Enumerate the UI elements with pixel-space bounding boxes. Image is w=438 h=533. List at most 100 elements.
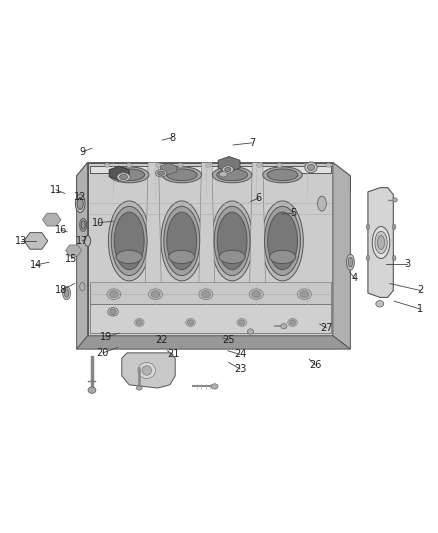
Ellipse shape xyxy=(108,201,150,281)
Polygon shape xyxy=(160,163,177,175)
Ellipse shape xyxy=(111,206,147,276)
Polygon shape xyxy=(90,282,331,304)
Text: 23: 23 xyxy=(234,364,246,374)
Ellipse shape xyxy=(392,255,396,261)
Ellipse shape xyxy=(108,308,118,316)
Text: 13: 13 xyxy=(15,236,27,246)
Ellipse shape xyxy=(105,163,110,167)
Ellipse shape xyxy=(211,384,218,389)
Ellipse shape xyxy=(257,163,262,167)
Ellipse shape xyxy=(211,201,253,281)
Ellipse shape xyxy=(80,282,85,291)
Text: 16: 16 xyxy=(55,225,67,235)
Ellipse shape xyxy=(375,231,387,254)
Ellipse shape xyxy=(297,289,311,300)
Polygon shape xyxy=(42,213,61,226)
Ellipse shape xyxy=(326,163,331,167)
Polygon shape xyxy=(218,157,240,172)
Ellipse shape xyxy=(249,289,263,300)
Ellipse shape xyxy=(151,291,160,297)
Text: 22: 22 xyxy=(155,335,167,345)
Ellipse shape xyxy=(64,289,69,297)
Text: 10: 10 xyxy=(92,218,105,228)
Text: 21: 21 xyxy=(167,350,179,359)
Ellipse shape xyxy=(88,387,96,393)
Ellipse shape xyxy=(348,257,353,267)
Ellipse shape xyxy=(134,318,144,326)
Ellipse shape xyxy=(81,221,85,229)
Ellipse shape xyxy=(212,167,252,183)
Ellipse shape xyxy=(186,318,195,326)
Ellipse shape xyxy=(201,291,210,297)
Ellipse shape xyxy=(187,320,194,325)
Text: 5: 5 xyxy=(290,208,297,218)
Polygon shape xyxy=(122,353,175,388)
Polygon shape xyxy=(24,232,48,249)
Ellipse shape xyxy=(219,172,227,177)
Ellipse shape xyxy=(346,254,354,270)
Ellipse shape xyxy=(136,320,142,325)
Ellipse shape xyxy=(393,198,397,202)
Ellipse shape xyxy=(136,386,142,390)
Ellipse shape xyxy=(114,169,145,181)
Ellipse shape xyxy=(110,167,149,183)
Text: 12: 12 xyxy=(74,192,86,202)
Ellipse shape xyxy=(265,206,300,276)
Polygon shape xyxy=(90,166,331,173)
Ellipse shape xyxy=(158,171,165,175)
Polygon shape xyxy=(77,163,88,349)
Polygon shape xyxy=(145,163,161,282)
Text: 20: 20 xyxy=(97,348,109,358)
Ellipse shape xyxy=(305,162,317,173)
Text: 6: 6 xyxy=(255,193,261,203)
Ellipse shape xyxy=(219,250,245,264)
Ellipse shape xyxy=(318,196,326,211)
Ellipse shape xyxy=(372,227,390,259)
Ellipse shape xyxy=(120,174,127,180)
Ellipse shape xyxy=(148,289,162,300)
Ellipse shape xyxy=(378,236,385,249)
Ellipse shape xyxy=(307,164,314,171)
Ellipse shape xyxy=(142,366,152,375)
Ellipse shape xyxy=(178,163,183,167)
Ellipse shape xyxy=(107,289,121,300)
Polygon shape xyxy=(199,163,215,282)
Ellipse shape xyxy=(77,198,83,209)
Ellipse shape xyxy=(32,235,40,248)
Ellipse shape xyxy=(268,212,297,270)
Ellipse shape xyxy=(162,167,201,183)
Ellipse shape xyxy=(300,291,309,297)
Ellipse shape xyxy=(138,362,155,378)
Polygon shape xyxy=(88,163,333,336)
Ellipse shape xyxy=(252,291,261,297)
Text: 17: 17 xyxy=(76,236,88,246)
Ellipse shape xyxy=(161,201,202,281)
Ellipse shape xyxy=(214,206,250,276)
Text: 24: 24 xyxy=(234,350,246,359)
Ellipse shape xyxy=(117,173,130,181)
Polygon shape xyxy=(250,163,265,282)
Ellipse shape xyxy=(205,163,211,167)
Text: 27: 27 xyxy=(320,323,332,333)
Ellipse shape xyxy=(217,212,247,270)
Text: 9: 9 xyxy=(79,147,85,157)
Polygon shape xyxy=(77,163,350,192)
Polygon shape xyxy=(368,188,393,297)
Text: 4: 4 xyxy=(352,273,358,283)
Ellipse shape xyxy=(155,169,167,177)
Ellipse shape xyxy=(237,318,247,326)
Polygon shape xyxy=(90,304,331,333)
Text: 8: 8 xyxy=(169,133,175,142)
Ellipse shape xyxy=(304,163,309,167)
Ellipse shape xyxy=(169,250,195,264)
Text: 18: 18 xyxy=(55,286,67,295)
Ellipse shape xyxy=(239,320,245,325)
Text: 26: 26 xyxy=(309,360,321,370)
Ellipse shape xyxy=(110,291,118,297)
Ellipse shape xyxy=(116,250,142,264)
Ellipse shape xyxy=(366,224,370,230)
Text: 7: 7 xyxy=(249,138,255,148)
Ellipse shape xyxy=(269,250,296,264)
Ellipse shape xyxy=(199,289,213,300)
Text: 3: 3 xyxy=(404,259,410,269)
